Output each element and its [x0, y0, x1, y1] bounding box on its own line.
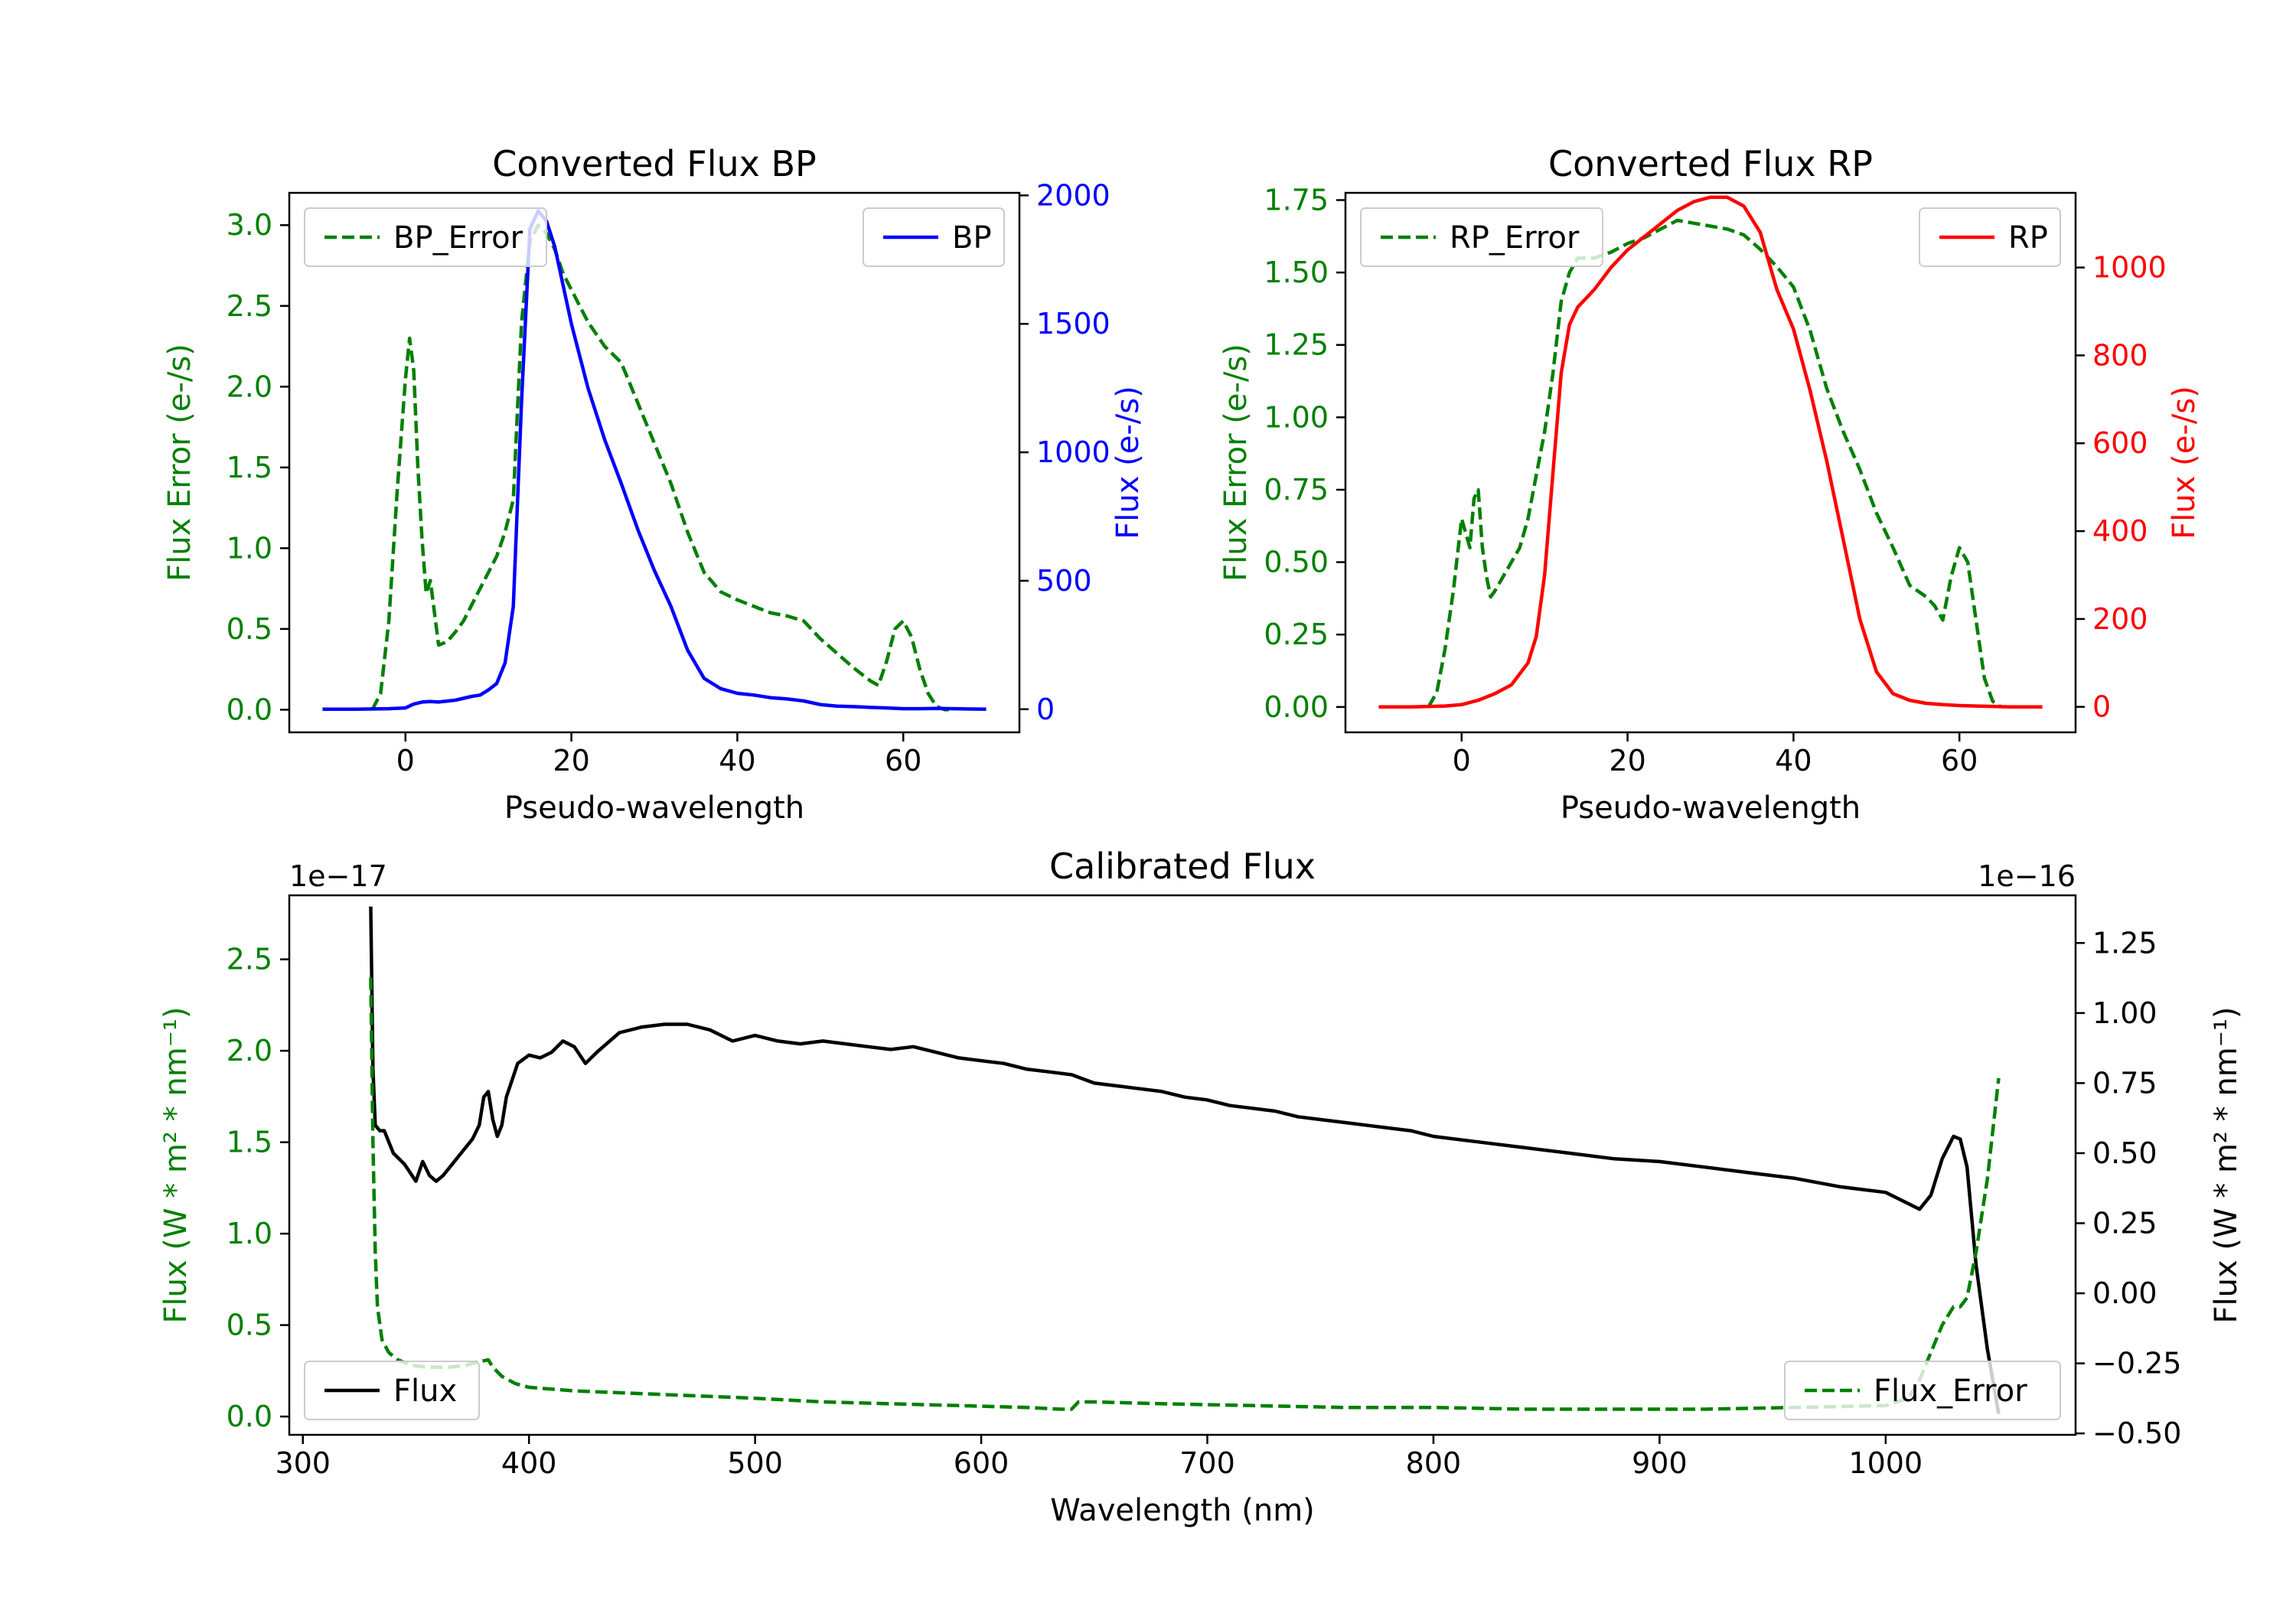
chart-cal: 300 400 500 600 700 800 900 1000 0.0 0.5 1.0 1.5 2.0…: [158, 846, 2244, 1528]
x-tick-label: 60: [1941, 744, 1978, 777]
y-right-axis-label: Flux (W * m² * nm⁻¹): [2209, 1007, 2244, 1324]
x-tick-label: 300: [275, 1446, 331, 1480]
y-left-axis-label: Flux Error (e-/s): [1218, 344, 1254, 582]
y-right-tick-label: 0.25: [2092, 1206, 2157, 1240]
y-left-tick-label: 2.0: [227, 370, 272, 403]
x-tick-label: 0: [396, 744, 415, 777]
chart-title: Converted Flux BP: [492, 143, 817, 184]
chart-bp: 0 20 40 60 0.0 0.5 1.0 1.5 2.0 2.5 3.0 0 500 1000 1500…: [162, 143, 1146, 826]
plot-frame: [1344, 191, 2077, 734]
y-left-tick-label: 0.0: [227, 693, 272, 726]
x-axis-label: Pseudo-wavelength: [504, 790, 804, 826]
y-right-tick-label: 400: [2092, 514, 2148, 548]
y-left-tick-label: 1.5: [227, 1126, 272, 1159]
y-right-tick-label: 0.50: [2092, 1136, 2157, 1170]
y-right-tick-label: 0: [2092, 690, 2111, 724]
x-tick-label: 40: [1775, 744, 1812, 777]
legend-label: BP_Error: [393, 220, 523, 256]
chart-rp: 0 20 40 60 0.00 0.25 0.50 0.75 1.00 1.25 1.50 1.75 0…: [1218, 143, 2202, 826]
x-tick-label: 700: [1179, 1446, 1235, 1480]
x-tick-label: 40: [719, 744, 755, 777]
y-right-tick-label: 1500: [1036, 307, 1110, 341]
y-left-offset-label: 1e−17: [289, 859, 387, 893]
x-tick-label: 20: [553, 744, 589, 777]
series-line-rp: [1378, 195, 2043, 709]
legend-label: RP: [2008, 220, 2048, 256]
y-left-tick-label: 1.5: [227, 451, 272, 484]
series-line-rp-error: [1427, 218, 2002, 709]
y-left-tick-label: 2.5: [227, 943, 272, 976]
series-line-bp-error: [370, 223, 954, 712]
y-left-tick-label: 0.00: [1264, 690, 1329, 724]
legend-box: [1784, 1361, 2061, 1420]
series-line-bp: [322, 209, 987, 712]
x-tick-label: 900: [1632, 1446, 1688, 1480]
x-tick-label: 20: [1609, 744, 1645, 777]
chart-title: Converted Flux RP: [1548, 143, 1873, 184]
series-line-flux: [369, 906, 2001, 1414]
y-left-tick-label: 2.0: [227, 1034, 272, 1068]
plot-frame: [288, 191, 1021, 734]
legend-right: RP: [1919, 207, 2061, 267]
y-right-tick-label: 1000: [1036, 435, 1110, 469]
y-right-offset-label: 1e−16: [1978, 859, 2076, 893]
chart-title: Calibrated Flux: [1049, 846, 1316, 887]
y-right-tick-label: 0.75: [2092, 1066, 2157, 1100]
y-right-axis-label: Flux (e-/s): [1110, 386, 1146, 539]
y-right-tick-label: 600: [2092, 426, 2148, 460]
legend-left: Flux: [304, 1361, 480, 1420]
y-left-tick-label: 0.50: [1264, 546, 1329, 579]
x-axis-label: Wavelength (nm): [1050, 1493, 1315, 1528]
y-right-tick-label: 1.00: [2092, 996, 2157, 1030]
x-tick-label: 400: [501, 1446, 557, 1480]
y-right-tick-label: 0: [1036, 693, 1055, 726]
y-left-axis-label: Flux (W * m² * nm⁻¹): [158, 1007, 194, 1324]
y-left-tick-label: 1.75: [1264, 183, 1329, 217]
y-right-tick-label: 1.25: [2092, 926, 2157, 960]
y-right-tick-label: 800: [2092, 338, 2148, 372]
y-left-tick-label: 0.25: [1264, 618, 1329, 651]
y-left-tick-label: 1.0: [227, 1217, 272, 1250]
y-left-tick-label: 0.75: [1264, 473, 1329, 507]
y-left-axis-label: Flux Error (e-/s): [162, 344, 197, 582]
legend-label: RP_Error: [1450, 220, 1580, 256]
legend-right: BP: [863, 207, 1005, 267]
legend-left: BP_Error: [304, 207, 547, 267]
y-left-tick-label: 1.0: [227, 531, 272, 565]
y-right-tick-label: −0.25: [2092, 1347, 2181, 1380]
legend-label: Flux_Error: [1874, 1374, 2027, 1409]
plot-frame: [288, 894, 2077, 1436]
y-left-tick-label: 3.0: [227, 208, 272, 242]
x-tick-label: 600: [954, 1446, 1009, 1480]
y-right-tick-label: −0.50: [2092, 1416, 2181, 1450]
y-right-tick-label: 1000: [2092, 251, 2167, 285]
legend-box: [304, 1361, 480, 1420]
y-left-tick-label: 1.25: [1264, 328, 1329, 362]
y-left-tick-label: 0.0: [227, 1400, 272, 1433]
legend-box: [304, 207, 547, 267]
x-tick-label: 60: [885, 744, 921, 777]
y-left-tick-label: 1.00: [1264, 400, 1329, 434]
legend-label: BP: [952, 220, 992, 256]
series-line-flux-error: [369, 977, 2001, 1411]
y-right-axis-label: Flux (e-/s): [2167, 386, 2202, 539]
y-right-tick-label: 0.00: [2092, 1276, 2157, 1310]
legend-box: [1360, 207, 1603, 267]
y-right-tick-label: 500: [1036, 564, 1092, 598]
x-axis-label: Pseudo-wavelength: [1561, 790, 1861, 826]
legend-label: Flux: [393, 1374, 457, 1409]
y-right-tick-label: 200: [2092, 602, 2148, 636]
y-left-tick-label: 2.5: [227, 289, 272, 323]
x-tick-label: 1000: [1848, 1446, 1923, 1480]
y-left-tick-label: 0.5: [227, 1309, 272, 1342]
y-left-tick-label: 0.5: [227, 612, 272, 646]
x-tick-label: 0: [1453, 744, 1471, 777]
y-left-tick-label: 1.50: [1264, 256, 1329, 289]
x-tick-label: 800: [1406, 1446, 1462, 1480]
y-right-tick-label: 2000: [1036, 178, 1110, 212]
x-tick-label: 500: [727, 1446, 783, 1480]
legend-right: Flux_Error: [1784, 1361, 2061, 1420]
legend-left: RP_Error: [1360, 207, 1603, 267]
